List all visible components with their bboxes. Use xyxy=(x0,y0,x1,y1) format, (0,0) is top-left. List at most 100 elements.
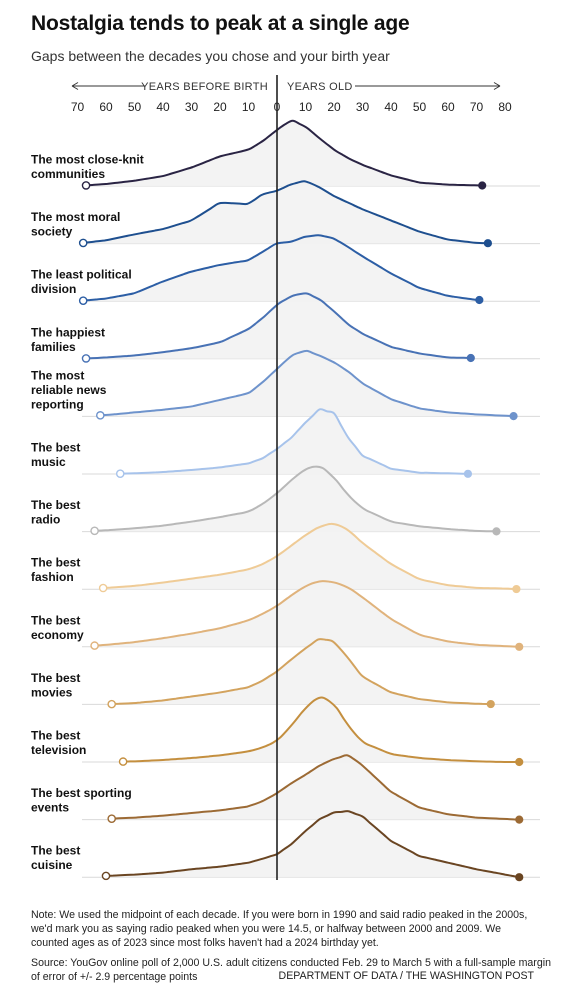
min-age-marker xyxy=(98,583,108,593)
x-tick-label: 80 xyxy=(498,100,512,114)
max-age-marker xyxy=(512,584,521,594)
chart-subtitle: Gaps between the decades you chose and y… xyxy=(31,48,390,64)
axis-arrowhead-left xyxy=(71,82,79,90)
ridge-area xyxy=(94,466,497,532)
ridges: The most close-knit communities The most m… xyxy=(30,119,540,882)
min-age-marker xyxy=(115,469,125,478)
series-label: The best cuisine xyxy=(31,844,80,873)
axis-label-right: YEARS OLD xyxy=(287,81,353,93)
min-age-marker xyxy=(81,354,91,363)
min-age-marker xyxy=(90,526,99,536)
ridge-row: The best fashion xyxy=(30,522,540,594)
x-axis: YEARS BEFORE BIRTH YEARS OLD 70 60 50 40 30 20 1… xyxy=(71,81,512,114)
x-tick-label: 20 xyxy=(213,100,227,114)
footnote: Note: We used the midpoint of each decad… xyxy=(31,909,528,949)
ridge-area xyxy=(83,235,480,302)
ridge-area xyxy=(111,639,491,705)
credit-line: DEPARTMENT OF DATA / THE WASHINGTON POST xyxy=(274,970,534,982)
max-age-marker xyxy=(463,469,473,478)
ridge-line xyxy=(93,580,521,648)
ridgeline-chart: YEARS BEFORE BIRTH YEARS OLD 70 60 50 40 30 20 1… xyxy=(30,75,540,882)
series-label: The most close-knit communities xyxy=(31,153,144,182)
ridge-area xyxy=(106,811,520,878)
series-label: The best radio xyxy=(31,498,80,526)
series-label: The best fashion xyxy=(31,556,80,585)
max-age-marker xyxy=(509,412,518,421)
series-label: The happiest families xyxy=(31,325,105,354)
max-age-marker xyxy=(475,295,484,305)
x-tick-label: 40 xyxy=(156,100,170,114)
series-label: The least political division xyxy=(31,268,132,297)
ridge-line xyxy=(105,810,521,879)
ridge-line xyxy=(99,349,516,418)
ridge-area xyxy=(94,581,520,647)
max-age-marker xyxy=(486,699,495,709)
series-label: The best movies xyxy=(31,671,80,700)
x-tick-label: 70 xyxy=(71,100,85,114)
ridge-area xyxy=(86,293,472,359)
ridge-row: The best television xyxy=(30,696,540,767)
series-label: The best sporting events xyxy=(31,786,132,815)
min-age-marker xyxy=(118,757,128,766)
axis-arrowhead-right xyxy=(493,82,501,90)
min-age-marker xyxy=(107,699,116,709)
axis-label-left: YEARS BEFORE BIRTH xyxy=(141,81,268,93)
ridge-row: The happiest families xyxy=(30,292,540,363)
max-age-marker xyxy=(515,757,524,767)
x-tick-label: 10 xyxy=(299,100,313,114)
x-tick-label: 60 xyxy=(441,100,455,114)
series-label: The most moral society xyxy=(31,210,120,239)
ridge-area xyxy=(120,409,469,474)
ridge-row: The most reliable news reporting xyxy=(30,349,540,421)
x-tick-label: 50 xyxy=(413,100,427,114)
ridge-row: The best economy xyxy=(30,580,540,651)
min-age-marker xyxy=(107,814,116,823)
x-tick-label: 20 xyxy=(327,100,341,114)
min-age-marker xyxy=(78,238,88,248)
min-age-marker xyxy=(90,641,99,650)
ridge-row: The least political division xyxy=(30,234,540,305)
x-tick-label: 60 xyxy=(99,100,113,114)
ridge-line xyxy=(110,638,492,706)
series-label: The best economy xyxy=(31,613,84,642)
x-tick-label: 10 xyxy=(242,100,256,114)
x-tick-label: 70 xyxy=(470,100,484,114)
ridge-line xyxy=(102,522,518,591)
series-label: The best music xyxy=(31,441,80,470)
source-text: Source: YouGov online poll of 2,000 U.S.… xyxy=(31,957,551,983)
max-age-marker xyxy=(515,815,524,824)
min-age-marker xyxy=(81,181,91,190)
ridge-line xyxy=(110,754,521,821)
ridge-line xyxy=(93,465,498,533)
ridge-area xyxy=(111,755,520,820)
min-age-marker xyxy=(78,296,88,305)
max-age-marker xyxy=(483,239,492,248)
ridge-line xyxy=(122,696,521,763)
max-age-marker xyxy=(515,873,524,882)
chart-title: Nostalgia tends to peak at a single age xyxy=(31,12,410,35)
ridge-line xyxy=(85,292,473,360)
ridge-row: The best movies xyxy=(30,638,540,709)
min-age-marker xyxy=(101,871,111,881)
min-age-marker xyxy=(96,411,105,420)
ridge-row: The most moral society xyxy=(30,180,540,248)
ridge-row: The best cuisine xyxy=(30,810,540,882)
series-label: The most reliable news reporting xyxy=(31,368,107,411)
x-tick-label: 50 xyxy=(128,100,142,114)
ridge-row: The best radio xyxy=(30,465,540,536)
x-tick-label: 30 xyxy=(185,100,199,114)
ridge-area xyxy=(86,120,483,186)
max-age-marker xyxy=(515,642,524,651)
max-age-marker xyxy=(492,527,501,536)
ridge-row: The most close-knit communities xyxy=(30,119,540,190)
ridge-line xyxy=(85,119,484,187)
ridge-line xyxy=(82,234,481,302)
x-tick-label: 40 xyxy=(384,100,398,114)
max-age-marker xyxy=(478,181,487,190)
ridge-area xyxy=(103,523,517,590)
ridge-row: The best music xyxy=(30,408,540,478)
series-label: The best television xyxy=(31,729,86,758)
ridge-area xyxy=(83,181,488,244)
ridge-area xyxy=(123,697,520,762)
ridge-area xyxy=(100,350,515,417)
